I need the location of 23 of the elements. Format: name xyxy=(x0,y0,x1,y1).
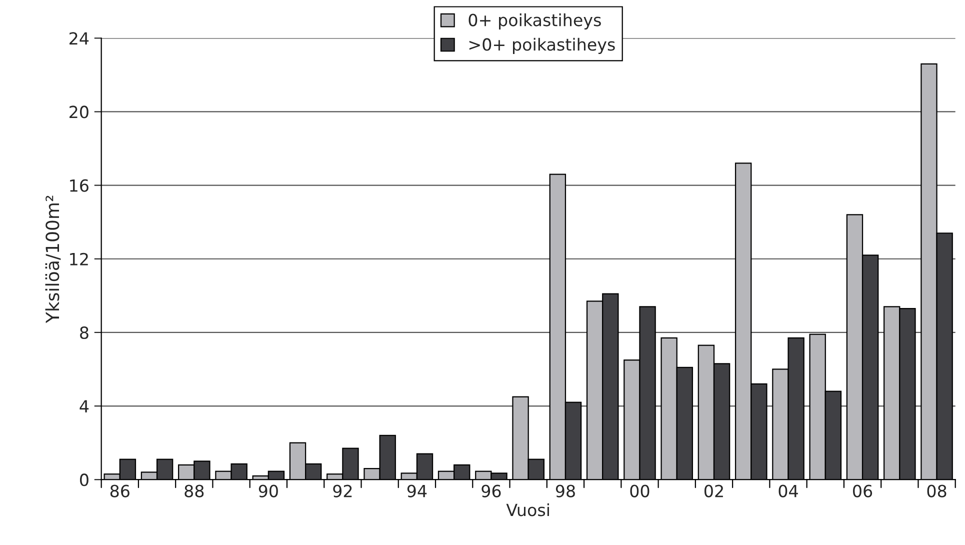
y-tick-label: 24 xyxy=(70,32,89,44)
y-tick-label: 20 xyxy=(70,106,88,118)
y-axis-title: Yksilöä/100m² xyxy=(45,196,61,324)
x-tick-label: 98 xyxy=(556,484,575,498)
x-tick-label: 86 xyxy=(110,484,130,498)
x-tick-label: 06 xyxy=(853,484,872,498)
legend-label: >0+ poikastiheys xyxy=(469,38,615,54)
x-tick-label: 96 xyxy=(482,484,501,498)
y-tick-label: 12 xyxy=(70,252,88,266)
x-tick-label: 00 xyxy=(630,484,650,498)
x-tick-label: 04 xyxy=(778,484,798,498)
y-tick-label: 16 xyxy=(70,179,88,192)
x-axis-title: Vuosi xyxy=(506,503,549,516)
legend-label: 0+ poikastiheys xyxy=(468,13,601,30)
y-tick-label: 4 xyxy=(80,400,89,412)
x-tick-label: 90 xyxy=(258,484,278,498)
y-tick-label: 0 xyxy=(80,474,88,486)
x-tick-label: 94 xyxy=(407,484,427,498)
x-tick-label: 88 xyxy=(184,484,204,498)
x-tick-label: 08 xyxy=(927,484,946,498)
x-tick-label: 92 xyxy=(333,484,352,498)
x-tick-label: 02 xyxy=(704,484,723,498)
y-tick-label: 8 xyxy=(80,326,88,340)
